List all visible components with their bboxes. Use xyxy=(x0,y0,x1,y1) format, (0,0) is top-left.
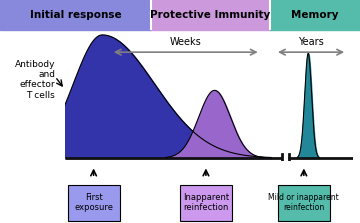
Text: Protective Immunity: Protective Immunity xyxy=(150,10,271,20)
Text: Memory: Memory xyxy=(291,10,339,20)
Text: First
exposure: First exposure xyxy=(74,193,113,212)
Text: Inapparent
reinfection: Inapparent reinfection xyxy=(183,193,229,212)
Bar xyxy=(151,0,270,30)
Text: Years: Years xyxy=(298,37,324,47)
FancyBboxPatch shape xyxy=(278,185,330,221)
FancyBboxPatch shape xyxy=(68,185,120,221)
FancyBboxPatch shape xyxy=(180,185,232,221)
Text: Initial response: Initial response xyxy=(30,10,121,20)
Text: Antibody
and
effector
T cells: Antibody and effector T cells xyxy=(14,60,55,100)
Bar xyxy=(0,0,151,30)
Text: Mild or inapparent
reinfection: Mild or inapparent reinfection xyxy=(269,193,339,212)
Text: Weeks: Weeks xyxy=(170,37,202,47)
Bar xyxy=(270,0,360,30)
